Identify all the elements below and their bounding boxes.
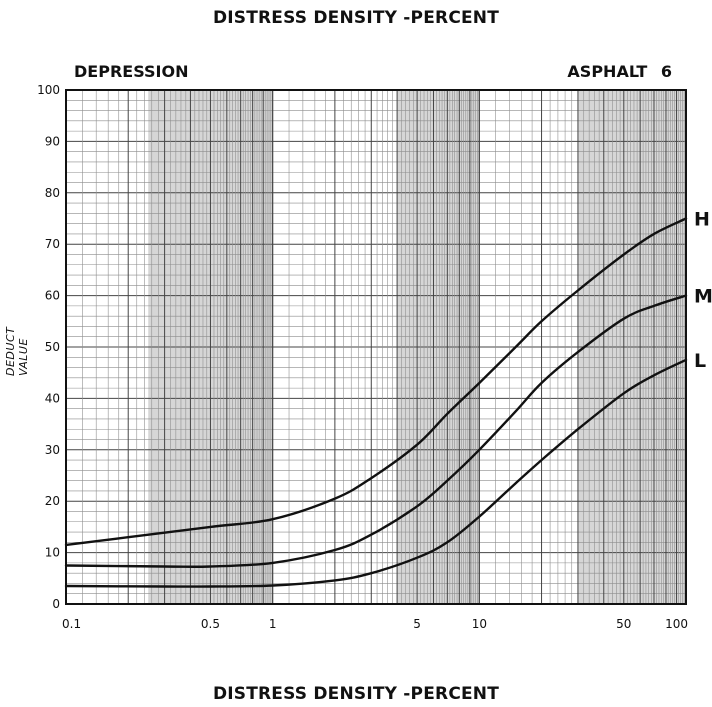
curve-label-M: M <box>694 286 712 308</box>
x-tick-label: 50 <box>616 617 631 631</box>
y-tick-label: 90 <box>45 134 60 148</box>
y-tick-label: 0 <box>52 597 60 611</box>
y-tick-label: 40 <box>45 391 60 405</box>
x-tick-label: 0.1 <box>62 617 81 631</box>
y-tick-label: 20 <box>45 494 60 508</box>
y-tick-label: 30 <box>45 443 60 457</box>
y-tick-label: 50 <box>45 340 60 354</box>
curve-H <box>64 217 688 547</box>
chart-id-label: ASPHALT 6 <box>567 62 672 81</box>
x-tick-label: 100 <box>665 617 688 631</box>
chart-title: DISTRESS DENSITY -PERCENT <box>212 8 500 28</box>
x-tick-label: 1 <box>269 617 277 631</box>
curve-labels: H M L <box>694 209 712 372</box>
x-tick-label: 5 <box>413 617 421 631</box>
y-tick-label: 80 <box>45 186 60 200</box>
curve-label-L: L <box>694 350 706 372</box>
plot-frame <box>65 89 687 605</box>
x-tick-label: 0.5 <box>201 617 220 631</box>
x-tick-label: 10 <box>472 617 487 631</box>
y-tick-label: 60 <box>45 289 60 303</box>
curve-M <box>64 294 688 568</box>
y-tick-labels: 0 10 20 30 40 50 60 70 80 90 100 <box>37 83 60 611</box>
distress-type-label: DEPRESSION <box>74 62 189 81</box>
curve-L <box>64 358 688 588</box>
y-tick-label: 100 <box>37 83 60 97</box>
x-axis-title: DISTRESS DENSITY -PERCENT <box>212 684 500 704</box>
y-tick-label: 10 <box>45 546 60 560</box>
x-tick-labels: 0.1 0.5 1 5 10 50 100 <box>62 617 688 631</box>
deduct-curves <box>64 217 688 588</box>
curve-label-H: H <box>694 209 710 231</box>
y-tick-label: 70 <box>45 237 60 251</box>
